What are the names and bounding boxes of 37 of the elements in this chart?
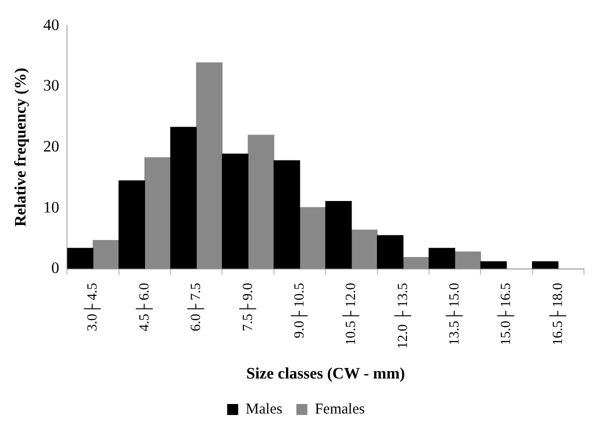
bar — [196, 62, 223, 269]
legend-label: Females — [314, 401, 365, 418]
x-tick-label: 16.5├ 18.0 — [548, 282, 567, 346]
bar — [532, 261, 558, 269]
bar — [144, 157, 171, 269]
bar — [351, 230, 378, 269]
bar — [402, 256, 430, 269]
x-tick-label: 12.0 ├ 13.5 — [394, 282, 412, 349]
x-tick-label: 7.5├ 9.0 — [238, 282, 257, 332]
x-tick-label: 13.5├ 15.0 — [445, 282, 464, 346]
y-tick-label: 30 — [43, 78, 60, 95]
bar — [118, 180, 146, 269]
legend-label: Males — [246, 401, 282, 418]
y-tick-label: 10 — [43, 199, 60, 216]
x-tick-label: 4.5├ 6.0 — [135, 282, 154, 332]
bar — [376, 235, 404, 269]
x-tick-label: 9.0├ 10.5 — [290, 282, 308, 338]
bar — [274, 160, 300, 269]
x-axis-title: Size classes (CW - mm) — [246, 366, 405, 383]
bar — [299, 207, 326, 269]
y-tick-label: 40 — [43, 16, 60, 34]
bar — [222, 154, 248, 269]
bar — [67, 248, 94, 269]
bar — [325, 201, 352, 269]
x-tick-label: 6.0├ 7.5 — [187, 282, 206, 332]
y-tick-label: 20 — [43, 138, 60, 156]
y-axis-title: Relative frequency (%) — [12, 68, 30, 227]
bar — [92, 240, 120, 269]
bar — [480, 261, 507, 269]
bar — [454, 252, 481, 269]
bar — [170, 126, 197, 269]
x-tick-label: 10.5├ 12.0 — [342, 282, 360, 346]
bar — [248, 134, 274, 269]
bar — [428, 248, 456, 269]
x-tick-label: 3.0├ 4.5 — [84, 282, 102, 332]
y-tick-label: 0 — [51, 260, 60, 278]
x-tick-label: 15.0├ 16.5 — [497, 282, 516, 346]
